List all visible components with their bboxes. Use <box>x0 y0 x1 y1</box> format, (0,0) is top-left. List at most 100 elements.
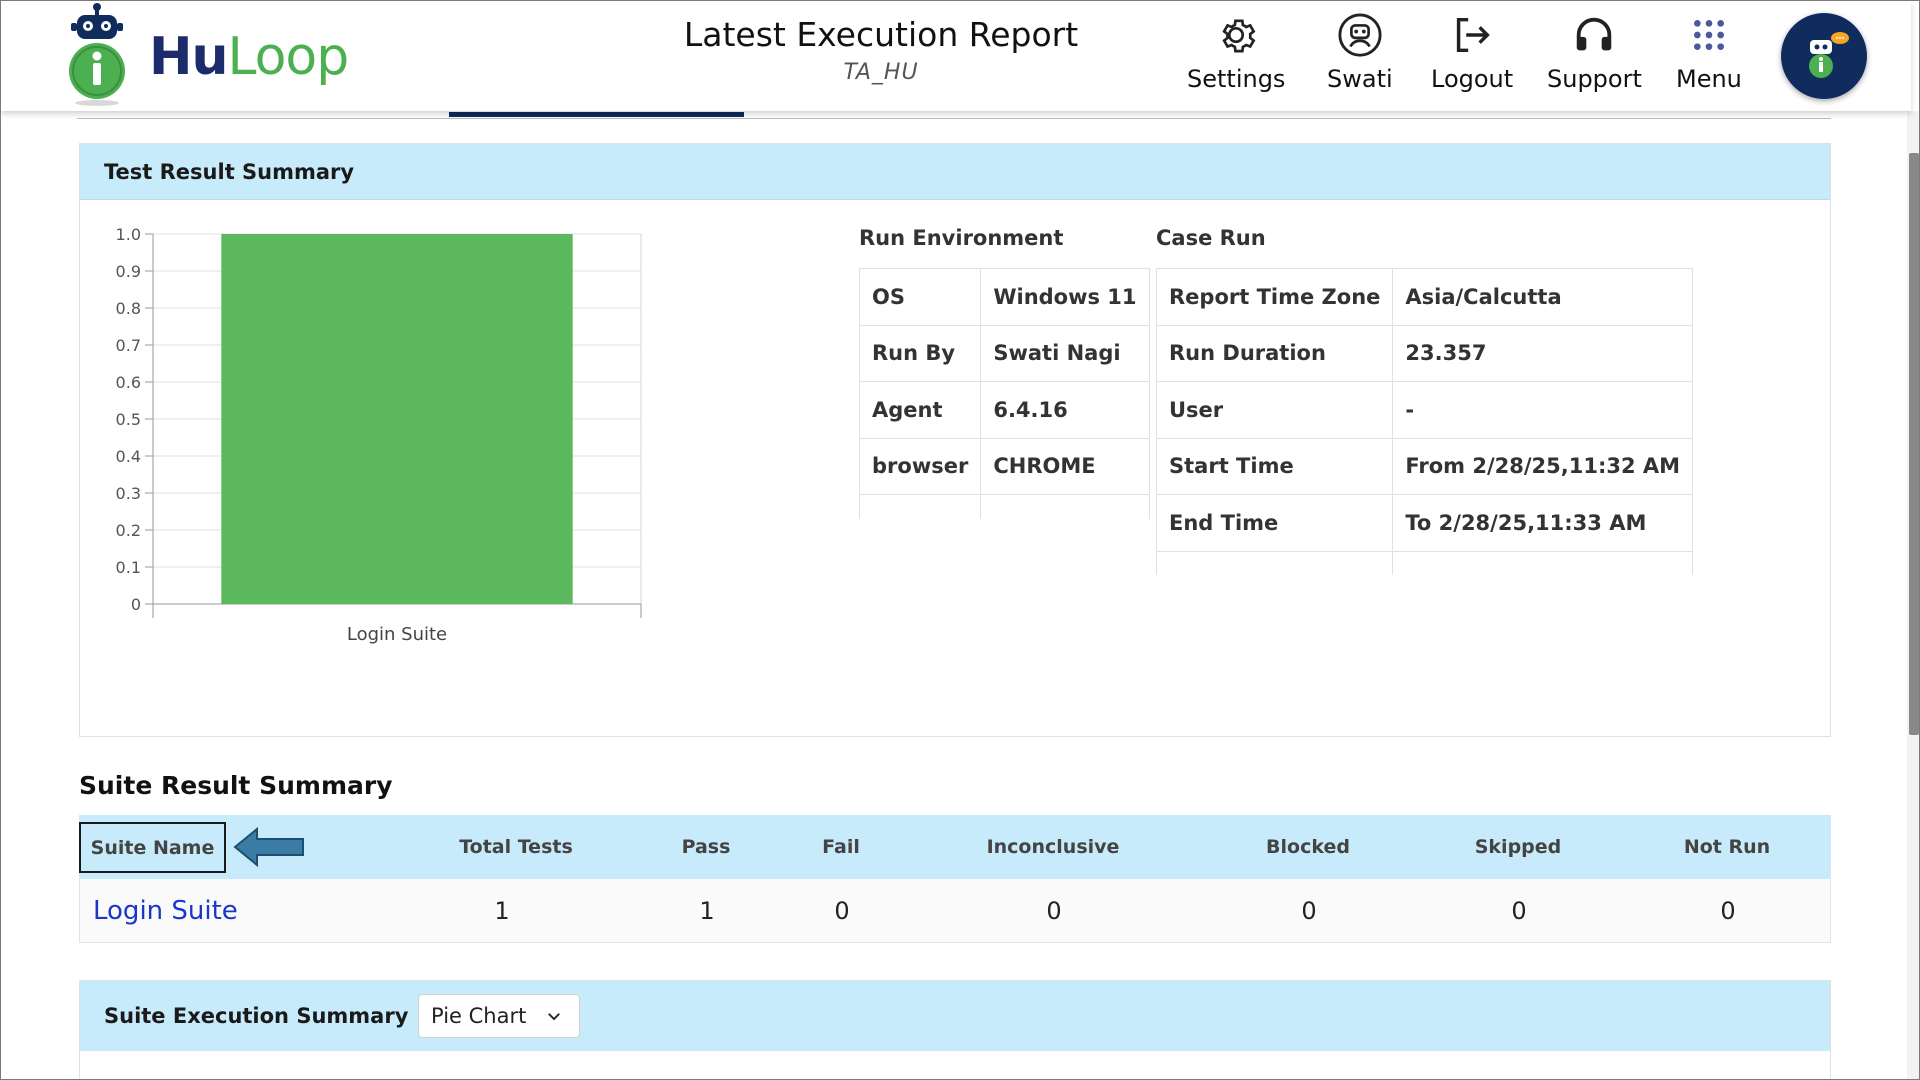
logo-wordmark: HuLoop <box>149 27 350 87</box>
suite-execution-header: Suite Execution Summary Pie Chart <box>80 981 1830 1051</box>
y-tick-label: 0 <box>131 595 141 614</box>
tab-strip <box>77 113 1831 119</box>
case-value: From 2/28/25,11:32 AM <box>1392 437 1694 495</box>
cell-inconclusive: 0 <box>1046 897 1062 925</box>
nav-settings[interactable]: Settings <box>1187 9 1285 93</box>
top-header: HuLoop Latest Execution Report TA_HU Set… <box>1 1 1911 111</box>
env-key: browser <box>858 437 982 495</box>
grid-menu-icon <box>1693 20 1724 50</box>
logout-icon <box>1456 17 1490 53</box>
chat-bot-icon <box>1809 32 1849 78</box>
table-row: User - <box>1155 381 1694 439</box>
empty-cell <box>858 494 982 519</box>
panel-title: Test Result Summary <box>80 144 1830 200</box>
run-environment-title: Run Environment <box>859 226 1064 250</box>
chat-bot-avatar[interactable] <box>1781 13 1867 99</box>
bar-login-suite <box>221 234 573 604</box>
nav-logout[interactable]: Logout <box>1431 9 1513 93</box>
suite-name-link[interactable]: Login Suite <box>93 896 238 926</box>
nav-support[interactable]: Support <box>1547 9 1642 93</box>
result-bar-chart: 0 0.1 0.2 0.3 0.4 0.5 0.6 0.7 0.8 0.9 1.0 Login Sui… <box>116 225 642 645</box>
col-total-tests[interactable]: Total Tests <box>459 836 573 858</box>
nav-menu[interactable]: Menu <box>1676 9 1742 93</box>
case-key: Report Time Zone <box>1155 268 1394 326</box>
report-title-block: Latest Execution Report TA_HU <box>661 15 1101 85</box>
suite-execution-panel: Suite Execution Summary Pie Chart <box>79 980 1831 1079</box>
cell-skipped: 0 <box>1511 897 1527 925</box>
case-run-title: Case Run <box>1156 226 1266 250</box>
table-row: Start Time From 2/28/25,11:32 AM <box>1155 437 1694 495</box>
y-tick-label: 0.4 <box>116 447 141 466</box>
active-tab-indicator[interactable] <box>449 112 744 117</box>
table-row: Agent 6.4.16 <box>858 381 1150 439</box>
user-robot-icon <box>1338 13 1382 57</box>
robot-logo-icon <box>69 3 125 106</box>
y-tick-label: 0.7 <box>116 336 141 355</box>
cell-fail: 0 <box>834 897 850 925</box>
y-tick-label: 1.0 <box>116 225 141 244</box>
scrollbar-thumb[interactable] <box>1909 153 1919 735</box>
env-value: Swati Nagi <box>980 324 1150 382</box>
cell-blocked: 0 <box>1301 897 1317 925</box>
table-row: OS Windows 11 <box>858 268 1150 326</box>
suite-execution-title: Suite Execution Summary <box>104 1004 409 1028</box>
logo-hu: Hu <box>149 27 229 87</box>
empty-cell <box>1155 550 1394 575</box>
col-fail[interactable]: Fail <box>822 836 860 858</box>
env-key: OS <box>858 268 982 326</box>
y-tick-label: 0.8 <box>116 299 141 318</box>
x-tick-label: Login Suite <box>347 624 447 645</box>
logo-loop: Loop <box>227 27 350 87</box>
table-row: Run Duration 23.357 <box>1155 324 1694 382</box>
case-key: Run Duration <box>1155 324 1394 382</box>
chart-type-select[interactable]: Pie Chart <box>418 994 580 1038</box>
empty-cell <box>1392 550 1694 575</box>
case-value: Asia/Calcutta <box>1392 268 1694 326</box>
case-value: To 2/28/25,11:33 AM <box>1392 494 1694 552</box>
chart-type-value: Pie Chart <box>431 1004 527 1028</box>
huloop-logo[interactable]: HuLoop <box>61 1 351 109</box>
y-tick-label: 0.3 <box>116 484 141 503</box>
case-key: User <box>1155 381 1394 439</box>
nav-label: Swati <box>1327 65 1393 93</box>
y-tick-label: 0.6 <box>116 373 141 392</box>
page-subtitle: TA_HU <box>843 60 919 85</box>
cell-total: 1 <box>494 897 510 925</box>
suite-table-header: Total Tests Pass Fail Inconclusive Block… <box>79 815 1831 879</box>
col-inconclusive[interactable]: Inconclusive <box>986 836 1120 858</box>
env-value: Windows 11 <box>980 268 1150 326</box>
col-skipped[interactable]: Skipped <box>1474 836 1562 858</box>
col-blocked[interactable]: Blocked <box>1266 836 1350 858</box>
case-value: 23.357 <box>1392 324 1694 382</box>
table-row: browser CHROME <box>858 437 1150 495</box>
suite-result-title: Suite Result Summary <box>79 771 393 800</box>
cell-not-run: 0 <box>1720 897 1736 925</box>
table-row: End Time To 2/28/25,11:33 AM <box>1155 494 1694 552</box>
table-row: 1 1 0 0 0 0 0 <box>79 879 1831 943</box>
empty-cell <box>980 494 1150 519</box>
y-tick-label: 0.1 <box>116 558 141 577</box>
y-tick-label: 0.9 <box>116 262 141 281</box>
env-value: CHROME <box>980 437 1150 495</box>
headset-icon <box>1577 17 1612 51</box>
table-row <box>1155 550 1694 575</box>
nav-label: Support <box>1547 65 1642 93</box>
chevron-down-icon <box>548 1013 560 1021</box>
case-run-table: Report Time Zone Asia/Calcutta Run Durati… <box>1155 268 1694 575</box>
col-suite-name[interactable]: Suite Name <box>79 822 226 873</box>
run-environment-table: OS Windows 11 Run By Swati Nagi Agent 6.4.1… <box>858 268 1150 519</box>
case-key: End Time <box>1155 494 1394 552</box>
case-key: Start Time <box>1155 437 1394 495</box>
col-pass[interactable]: Pass <box>681 836 731 858</box>
cell-pass: 1 <box>699 897 715 925</box>
y-tick-label: 0.5 <box>116 410 141 429</box>
col-not-run[interactable]: Not Run <box>1683 836 1771 858</box>
env-value: 6.4.16 <box>980 381 1150 439</box>
pointer-arrow-icon <box>233 826 304 868</box>
gear-icon <box>1222 19 1256 53</box>
nav-user-swati[interactable]: Swati <box>1327 9 1393 93</box>
case-value: - <box>1392 381 1694 439</box>
table-row: Report Time Zone Asia/Calcutta <box>1155 268 1694 326</box>
nav-label: Logout <box>1431 65 1514 93</box>
